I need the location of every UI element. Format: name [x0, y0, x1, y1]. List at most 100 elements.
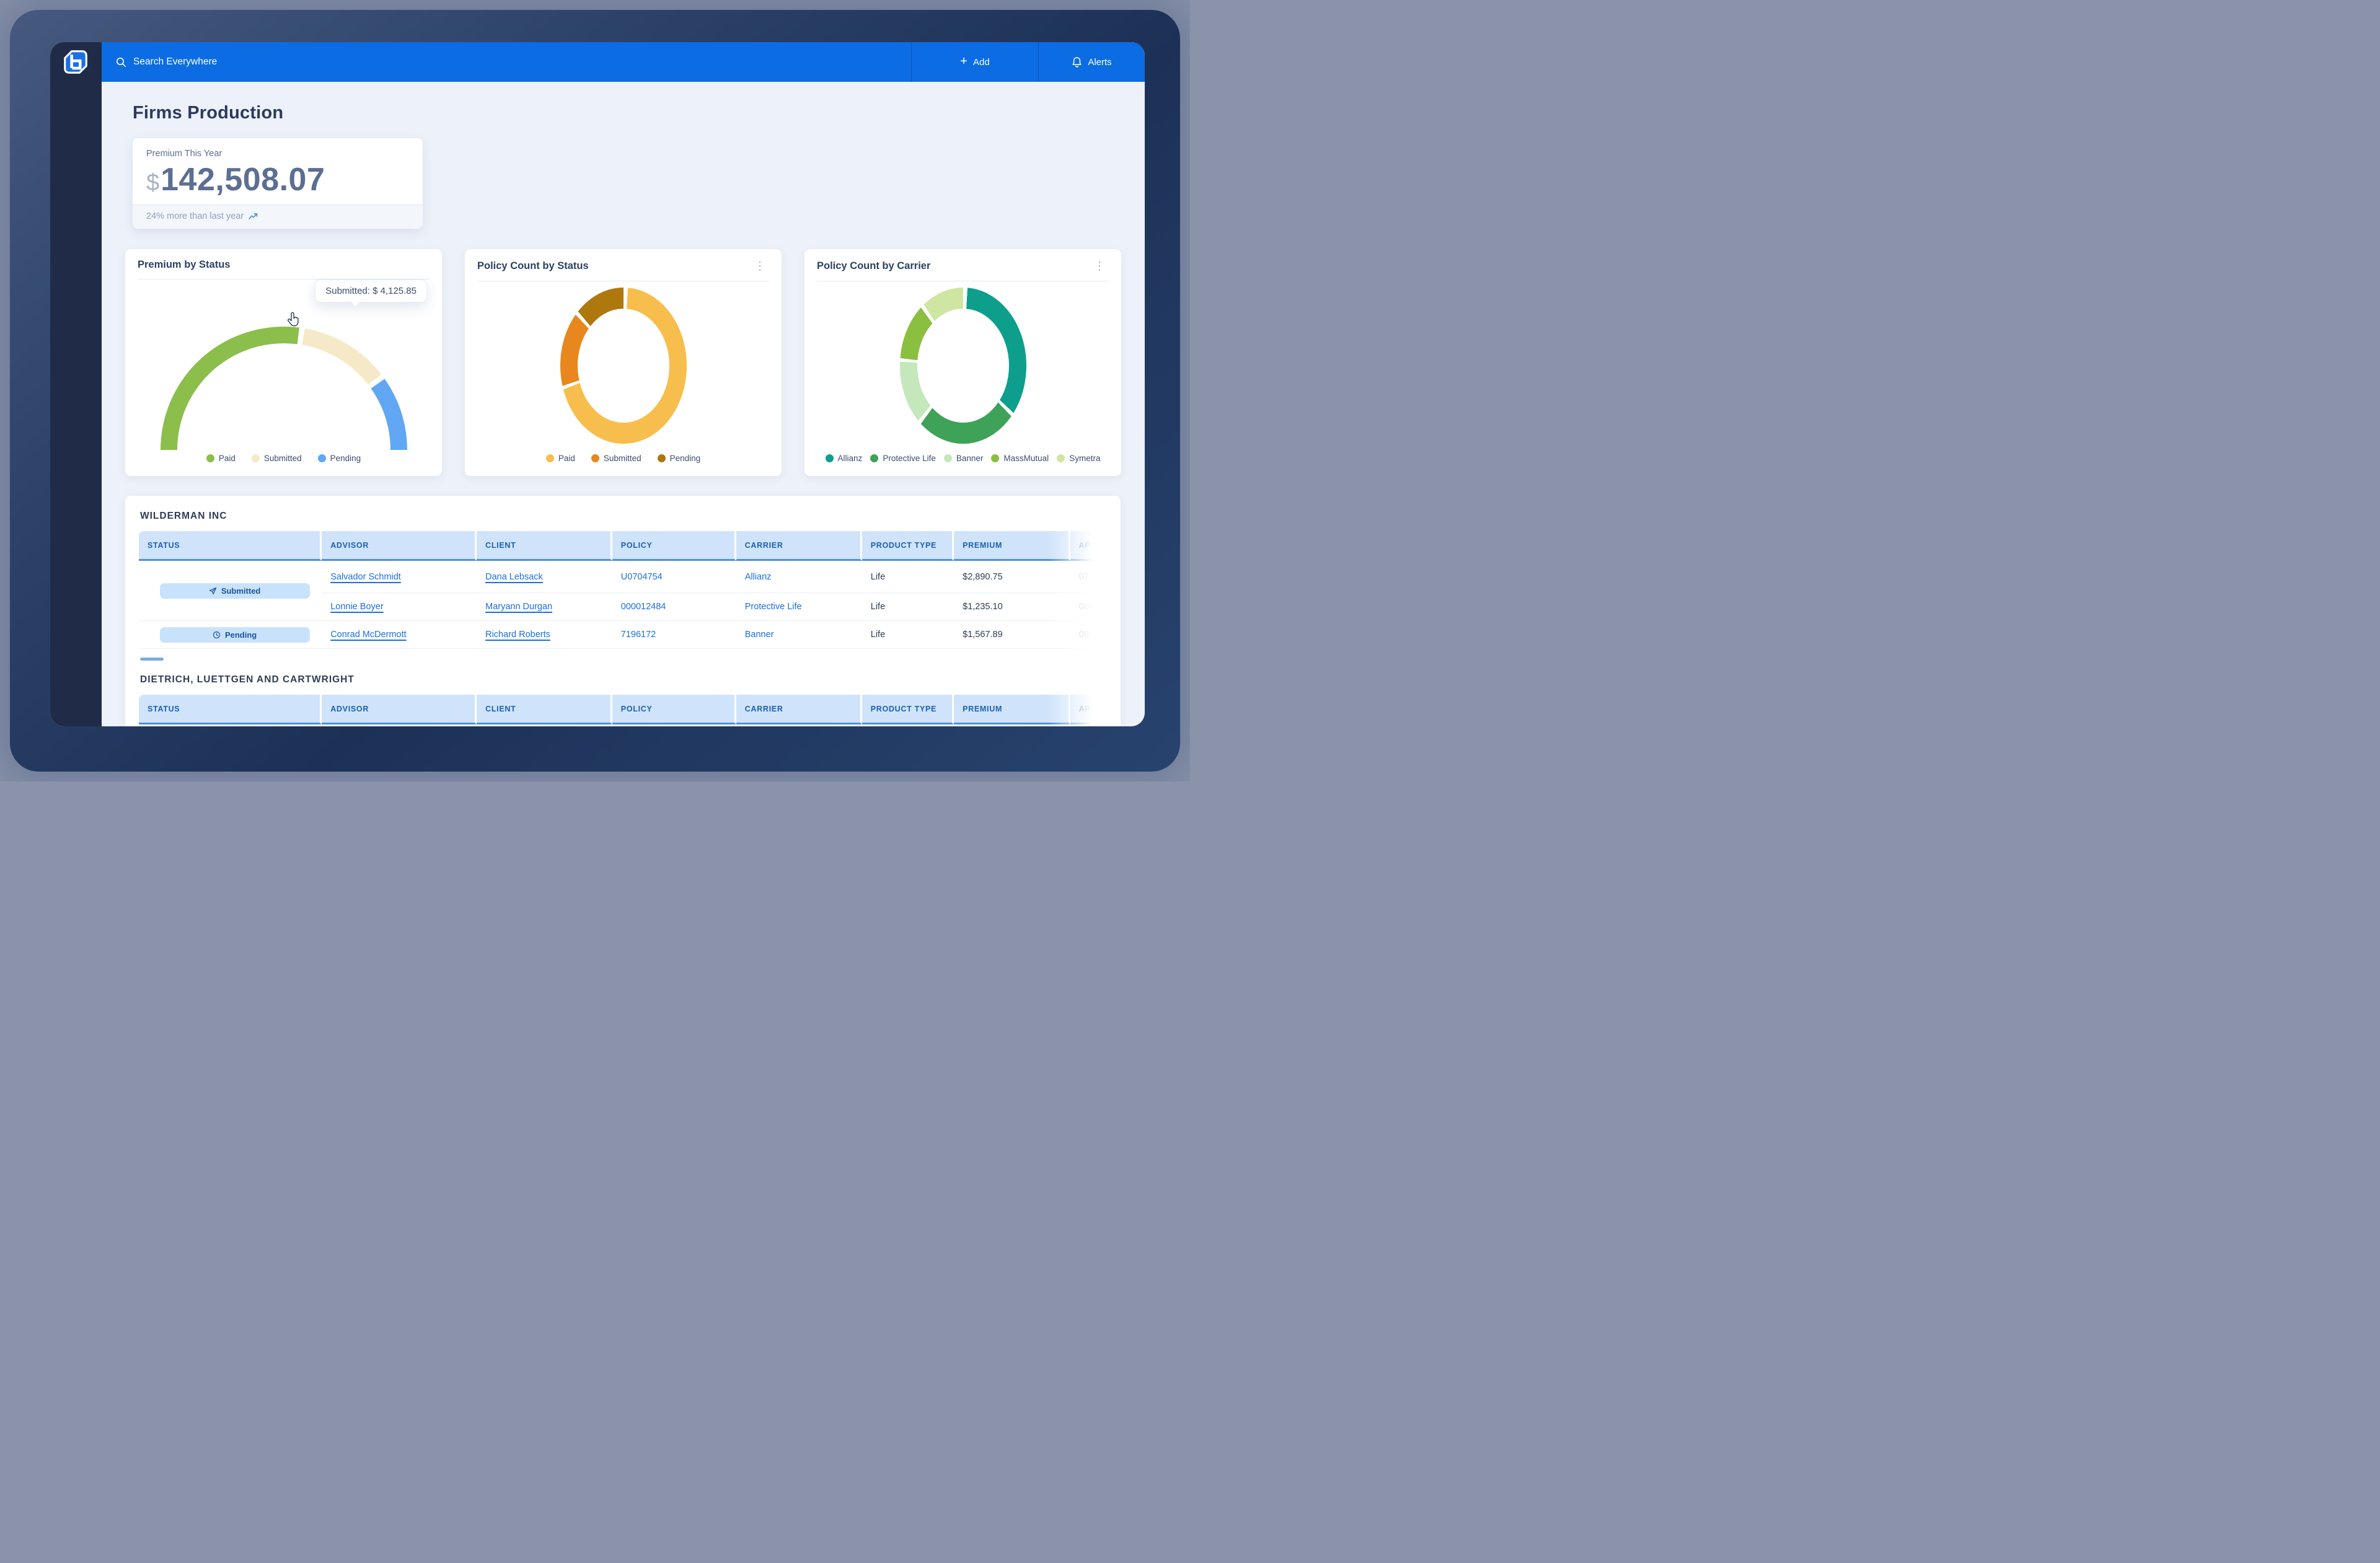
premium-by-status-gauge[interactable] [160, 327, 407, 450]
carrier-cell: Banner [736, 621, 862, 649]
send-icon [209, 587, 217, 595]
column-header-policy: POLICY [612, 531, 736, 561]
app-window: Search Everywhere + Add Alerts Firms Pro… [50, 42, 1145, 726]
policy-count-by-status-donut[interactable] [560, 288, 687, 444]
carrier-link[interactable]: Protective Life [744, 602, 802, 612]
page-title: Firms Production [133, 103, 284, 123]
kebab-menu-icon[interactable]: ⋮ [1094, 260, 1105, 272]
carrier-cell: Protective Life [736, 593, 862, 621]
status-cell: Submitted [139, 561, 322, 621]
policy-cell: 7196172 [612, 621, 736, 649]
legend-item: Paid [206, 454, 236, 463]
status-badge-pending: Pending [159, 627, 310, 643]
advisor-link[interactable]: Conrad McDermott [330, 630, 407, 640]
legend-item: Banner [943, 454, 983, 463]
table-body: Submitted Salvador Schmidt Dana Lebsack … [139, 561, 1107, 649]
horizontal-scrollbar-thumb[interactable] [140, 658, 164, 661]
carrier-link[interactable]: Banner [744, 630, 774, 640]
legend-item: Submitted [251, 454, 302, 463]
alerts-button[interactable]: Alerts [1038, 42, 1145, 82]
firm-heading: DIETRICH, LUETTGEN AND CARTWRIGHT [140, 674, 355, 685]
legend-dot [545, 454, 554, 462]
plus-icon: + [960, 55, 967, 68]
legend-dot [943, 454, 952, 462]
column-header-product-type: PRODUCT TYPE [862, 695, 954, 724]
policy-link[interactable]: 000012484 [620, 602, 666, 612]
column-header-policy: POLICY [612, 695, 736, 724]
kpi-value: $ 142,508.07 [146, 162, 325, 198]
legend-dot [317, 454, 326, 462]
legend-item: Allianz [825, 454, 862, 463]
legend-item: Submitted [591, 454, 641, 463]
chart-tooltip: Submitted: $ 4,125.85 [315, 280, 427, 302]
advisor-link[interactable]: Salvador Schmidt [330, 571, 401, 582]
policy-link[interactable]: 7196172 [620, 630, 656, 640]
premium-by-status-card: Premium by Status Submitted: $ 4,125.85 [125, 249, 442, 476]
topbar: Search Everywhere + Add Alerts [102, 42, 1145, 82]
page-background: Search Everywhere + Add Alerts Firms Pro… [0, 0, 1190, 782]
gauge-chart-area [160, 327, 407, 450]
column-header-premium: PREMIUM [954, 531, 1070, 561]
column-header-premium: PREMIUM [954, 695, 1070, 724]
hand-cursor-icon [286, 312, 301, 328]
column-header-advisor: ADVISOR [322, 695, 477, 724]
app-date-cell: 08/1 [1070, 593, 1107, 621]
app-logo-icon[interactable] [63, 50, 88, 74]
advisor-cell: Salvador Schmidt [322, 561, 477, 593]
main-content: Firms Production Premium This Year $ 142… [102, 82, 1145, 726]
client-link[interactable]: Richard Roberts [485, 630, 550, 640]
advisor-link[interactable]: Lonnie Boyer [330, 602, 384, 612]
sidebar [50, 42, 102, 726]
chart-legend: Paid Submitted Pending [477, 449, 769, 467]
trend-up-icon [249, 213, 258, 220]
policy-count-by-carrier-donut[interactable] [899, 288, 1026, 444]
client-cell: Richard Roberts [477, 621, 612, 649]
kpi-currency: $ [146, 170, 160, 196]
legend-dot [825, 454, 834, 462]
carrier-link[interactable]: Allianz [744, 571, 772, 582]
column-header-carrier: CARRIER [736, 695, 862, 724]
premium-cell: $1,567.89 [954, 621, 1070, 649]
client-link[interactable]: Dana Lebsack [485, 571, 543, 582]
carrier-cell: Allianz [736, 561, 862, 593]
column-header-client: CLIENT [477, 531, 612, 561]
firm-table: STATUS ADVISOR CLIENT POLICY CARRIER PRO… [139, 531, 1107, 649]
legend-dot [657, 454, 666, 462]
chart-legend: Paid Submitted Pending [138, 449, 430, 467]
add-button[interactable]: + Add [911, 42, 1038, 82]
advisor-cell: Conrad McDermott [322, 621, 477, 649]
legend-item: Paid [545, 454, 575, 463]
firms-table-card: WILDERMAN INC STATUS ADVISOR CLIENT POLI… [125, 496, 1121, 726]
chart-title: Premium by Status [138, 259, 231, 270]
kebab-menu-icon[interactable]: ⋮ [754, 260, 765, 272]
kpi-trend: 24% more than last year [133, 205, 423, 229]
client-cell: Dana Lebsack [477, 561, 612, 593]
chart-title: Policy Count by Carrier [817, 260, 931, 271]
legend-dot [1057, 454, 1065, 462]
chart-title: Policy Count by Status [477, 260, 589, 271]
policy-cell: 000012484 [612, 593, 736, 621]
search-input[interactable]: Search Everywhere [102, 42, 911, 82]
product-type-cell: Life [862, 621, 954, 649]
column-header-advisor: ADVISOR [322, 531, 477, 561]
status-badge-submitted: Submitted [159, 583, 310, 599]
kpi-label: Premium This Year [146, 149, 223, 159]
legend-item: Symetra [1057, 454, 1100, 463]
bell-icon [1072, 56, 1082, 68]
column-header-client: CLIENT [477, 695, 612, 724]
app-date-cell: 07/0 [1070, 561, 1107, 593]
product-type-cell: Life [862, 561, 954, 593]
column-header-status: STATUS [139, 695, 322, 724]
premium-cell: $1,235.10 [954, 593, 1070, 621]
client-cell: Maryann Durgan [477, 593, 612, 621]
legend-dot [870, 454, 879, 462]
policy-link[interactable]: U0704754 [620, 571, 663, 582]
column-header-app-date: APPR [1070, 531, 1107, 561]
policy-cell: U0704754 [612, 561, 736, 593]
policy-count-by-status-card: Policy Count by Status ⋮ Paid [465, 249, 782, 476]
table-header-row: STATUS ADVISOR CLIENT POLICY CARRIER PRO… [139, 695, 1107, 724]
legend-item: Protective Life [870, 454, 936, 463]
client-link[interactable]: Maryann Durgan [485, 602, 553, 612]
column-header-status: STATUS [139, 531, 322, 561]
search-placeholder: Search Everywhere [133, 56, 218, 67]
